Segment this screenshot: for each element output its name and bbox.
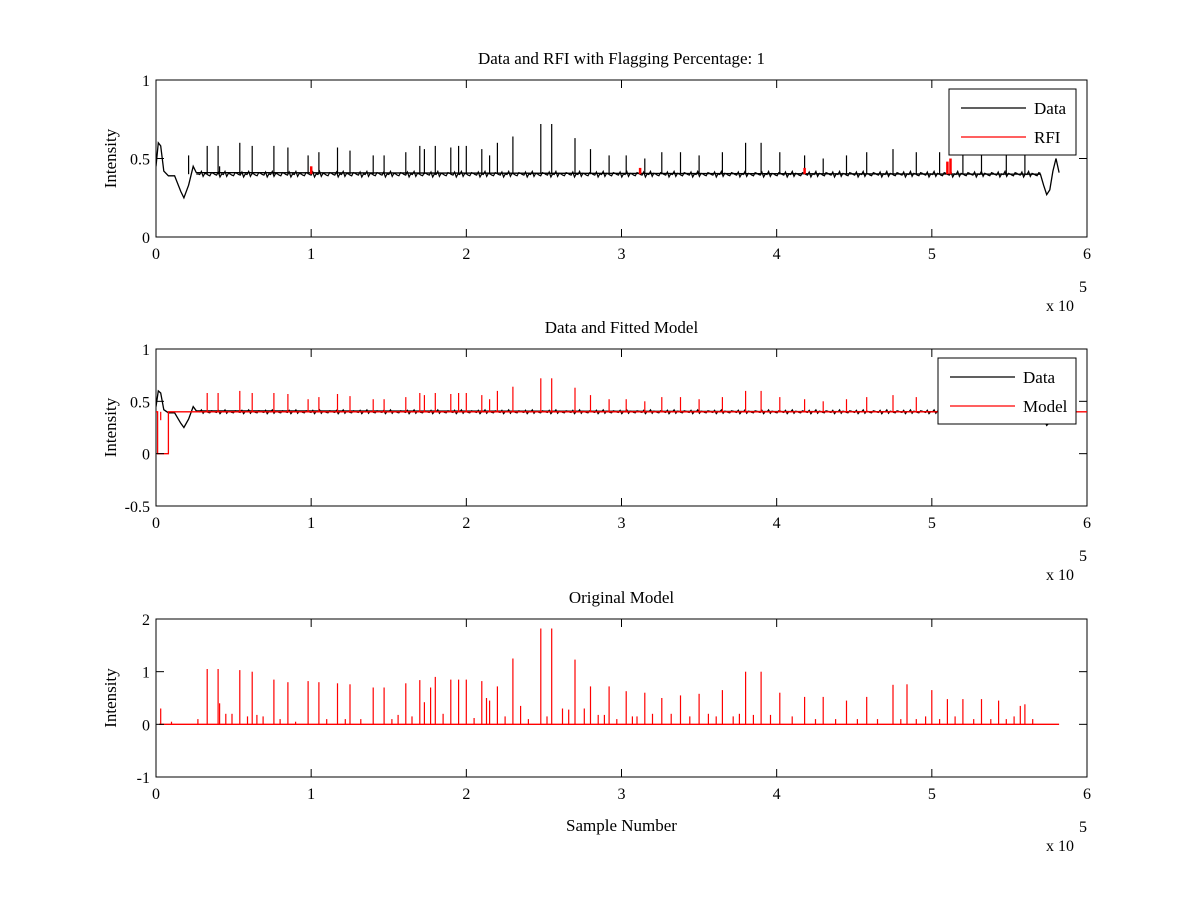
x-tick-label: 3 [618, 786, 626, 803]
x-exponent-label: x 10 [1046, 838, 1074, 855]
legend-label-model: Model [1023, 397, 1068, 416]
x-tick-label: 0 [152, 786, 160, 803]
axes-frame [155, 618, 1088, 778]
x-tick-label: 0 [152, 246, 160, 263]
x-tick-label: 3 [618, 515, 626, 532]
chart-title: Data and Fitted Model [545, 318, 699, 337]
x-exponent-power: 5 [1079, 819, 1087, 836]
y-tick-label: -1 [137, 770, 150, 787]
x-tick-label: 5 [928, 786, 936, 803]
y-tick-label: 2 [142, 612, 150, 629]
series-rfi [309, 158, 952, 175]
x-tick-label: 6 [1083, 786, 1091, 803]
y-tick-label: 1 [142, 342, 150, 359]
x-tick-label: 1 [307, 786, 315, 803]
x-tick-label: 5 [928, 515, 936, 532]
chart-title: Original Model [569, 588, 675, 607]
x-tick-label: 0 [152, 515, 160, 532]
legend: Data RFI [948, 88, 1077, 156]
x-tick-label: 4 [773, 786, 781, 803]
y-tick-label: 1 [142, 665, 150, 682]
x-tick-label: 6 [1083, 515, 1091, 532]
y-tick-label: 0 [142, 447, 150, 464]
plot-area [159, 628, 1060, 725]
series-model-trace [159, 628, 1060, 725]
y-tick-label: 1 [142, 73, 150, 90]
legend-box [937, 357, 1077, 425]
x-tick-label: 1 [307, 246, 315, 263]
legend-label-data: Data [1034, 99, 1067, 118]
x-tick-label: 2 [462, 515, 470, 532]
x-axis-label: Sample Number [566, 816, 677, 835]
series-data [156, 124, 1060, 200]
legend: Data Model [937, 357, 1077, 425]
x-tick-label: 3 [618, 246, 626, 263]
plot-area [156, 124, 1060, 200]
y-axis-label: Intensity [101, 397, 120, 457]
x-tick-label: 2 [462, 786, 470, 803]
y-axis-label: Intensity [101, 128, 120, 188]
series-line [156, 141, 1060, 200]
x-tick-label: 2 [462, 246, 470, 263]
x-tick-label: 4 [773, 246, 781, 263]
legend-label-rfi: RFI [1034, 128, 1061, 147]
x-exponent-label: x 10 [1046, 567, 1074, 584]
legend-box [948, 88, 1077, 156]
x-tick-label: 5 [928, 246, 936, 263]
chart-title: Data and RFI with Flagging Percentage: 1 [478, 49, 765, 68]
x-exponent-label: x 10 [1046, 298, 1074, 315]
y-tick-label: 0.5 [130, 152, 150, 169]
x-tick-label: 1 [307, 515, 315, 532]
y-tick-label: 0.5 [130, 394, 150, 411]
legend-label-data: Data [1023, 368, 1056, 387]
x-exponent-power: 5 [1079, 279, 1087, 296]
y-tick-label: -0.5 [125, 499, 150, 516]
axes-frame [155, 348, 1088, 507]
x-tick-label: 4 [773, 515, 781, 532]
y-tick-label: 0 [142, 230, 150, 247]
x-tick-label: 6 [1083, 246, 1091, 263]
y-axis-label: Intensity [101, 668, 120, 728]
subplot-1: 0 1 2 3 4 5 6 0 0.5 1 Data and RFI with Flagging P… [101, 49, 1091, 315]
x-exponent-power: 5 [1079, 548, 1087, 565]
y-tick-label: 0 [142, 717, 150, 734]
axes-frame [155, 79, 1088, 238]
